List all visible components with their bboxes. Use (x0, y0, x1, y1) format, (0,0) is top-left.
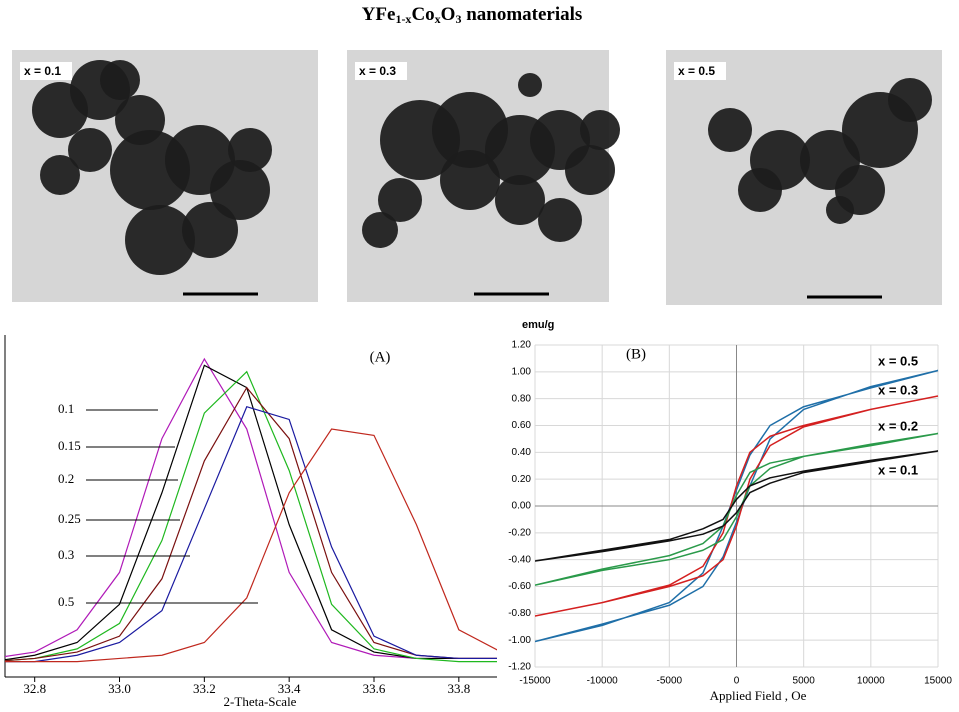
plot-area (535, 369, 939, 643)
x-tick-label: -5000 (657, 676, 683, 687)
series-label: 0.2 (58, 471, 74, 486)
particle (518, 73, 542, 97)
annotation: (A) (370, 349, 391, 365)
x-tick-label: -15000 (519, 676, 551, 687)
x-tick-label: 32.8 (23, 681, 46, 696)
series-label: x = 0.3 (878, 382, 918, 397)
title-part: O (441, 4, 456, 25)
tem-images: x = 0.1 x = 0.3 x = 0.5 (12, 50, 942, 305)
y-tick-label: 1.20 (512, 340, 532, 351)
x-tick-label: 5000 (793, 676, 816, 687)
series-label: 0.25 (58, 511, 81, 526)
particle (378, 178, 422, 222)
series-label: 0.1 (58, 401, 74, 416)
series-line (5, 370, 497, 663)
x-tick-label: 33.6 (363, 681, 386, 696)
title-subscript: 1-x (395, 12, 411, 26)
title-part: YFe (362, 4, 396, 25)
plot-area (5, 357, 497, 663)
particle (888, 78, 932, 122)
particle (182, 202, 238, 258)
hysteresis-loop (535, 450, 939, 562)
series-label: 0.5 (58, 594, 74, 609)
image-label: x = 0.3 (359, 64, 396, 78)
y-tick-label: 0.00 (512, 501, 532, 512)
figure-title: YFe1-xCoxO3 nanomaterials (362, 4, 583, 25)
image-label: x = 0.5 (678, 64, 715, 78)
series-label: x = 0.5 (878, 353, 918, 368)
x-axis-label: 2-Theta-Scale (224, 694, 297, 709)
particle (125, 205, 195, 275)
y-axis-label: emu/g (522, 319, 554, 331)
x-axis-label: Applied Field , Oe (710, 688, 807, 703)
particle (708, 108, 752, 152)
y-tick-label: -0.80 (508, 608, 531, 619)
title-part: Co (411, 4, 434, 25)
y-tick-label: 1.00 (512, 366, 532, 377)
x-tick-label: 33.0 (108, 681, 131, 696)
particle (100, 60, 140, 100)
particle (738, 168, 782, 212)
x-tick-label: -10000 (587, 676, 619, 687)
x-tick-label: 33.8 (447, 681, 470, 696)
x-tick-label: 33.4 (278, 681, 301, 696)
image-label: x = 0.1 (24, 64, 61, 78)
y-tick-label: -1.20 (508, 662, 531, 673)
particle (440, 150, 500, 210)
y-tick-label: -1.00 (508, 635, 531, 646)
series-label: x = 0.1 (878, 462, 918, 477)
particle (68, 128, 112, 172)
particle (40, 155, 80, 195)
x-tick-label: 33.2 (193, 681, 216, 696)
particle (826, 196, 854, 224)
y-tick-label: -0.60 (508, 581, 531, 592)
particle (210, 160, 270, 220)
y-tick-label: 0.20 (512, 474, 532, 485)
particle (565, 145, 615, 195)
particle (362, 212, 398, 248)
series-label: x = 0.2 (878, 418, 918, 433)
series-line (5, 405, 497, 663)
series-label: 0.15 (58, 438, 81, 453)
particle (538, 198, 582, 242)
particle (495, 175, 545, 225)
label-box (355, 62, 407, 80)
particle (580, 110, 620, 150)
label-box (674, 62, 726, 80)
y-tick-label: -0.40 (508, 554, 531, 565)
series-label: 0.3 (58, 547, 74, 562)
title-subscript: x (435, 12, 441, 26)
y-tick-label: -0.20 (508, 527, 531, 538)
particle (228, 128, 272, 172)
annotation: (B) (626, 346, 646, 362)
hysteresis-loop (535, 432, 939, 586)
hysteresis-loop (535, 369, 939, 643)
x-tick-label: 15000 (924, 676, 952, 687)
y-tick-label: 0.80 (512, 393, 532, 404)
x-tick-label: 0 (734, 676, 740, 687)
title-part: nanomaterials (461, 4, 582, 25)
title-subscript: 3 (455, 12, 461, 26)
series-line (5, 428, 497, 663)
series-line (5, 357, 497, 660)
label-box (20, 62, 72, 80)
x-tick-label: 10000 (857, 676, 885, 687)
y-tick-label: 0.40 (512, 447, 532, 458)
y-tick-label: 0.60 (512, 420, 532, 431)
hysteresis-loop (535, 395, 939, 617)
